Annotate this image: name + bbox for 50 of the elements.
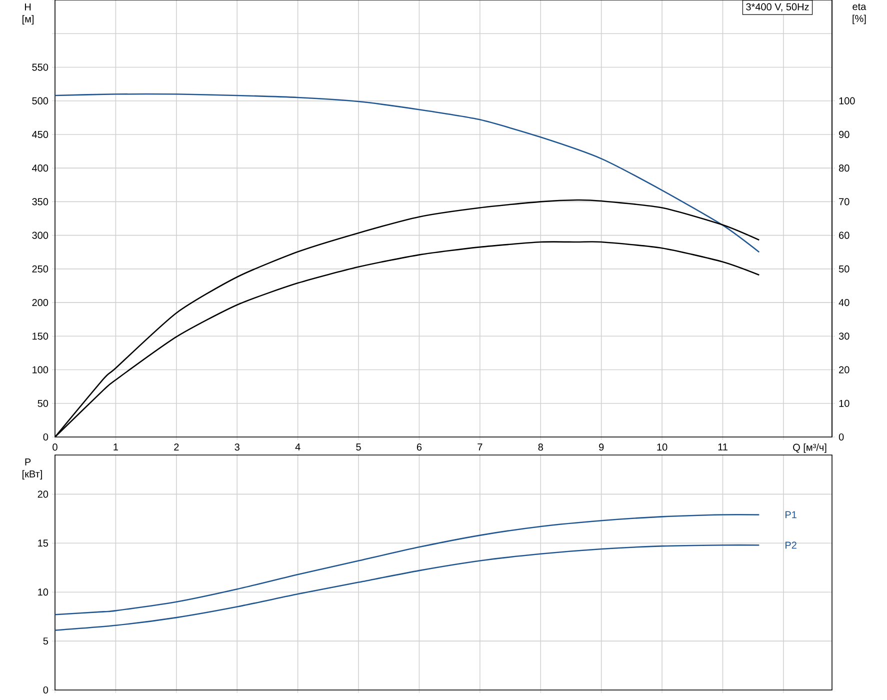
- y2-axis-title: eta [%]: [852, 4, 866, 24]
- x-tick-label: 9: [599, 444, 604, 451]
- y2-tick-label: 100: [839, 97, 855, 104]
- x-tick-label: 6: [416, 444, 422, 451]
- line-series: [55, 514, 760, 616]
- x-tick-label: 10: [657, 444, 668, 451]
- y2-tick-label: 70: [839, 198, 850, 206]
- line-series: [55, 93, 760, 253]
- y-axis-title: H [м]: [22, 4, 34, 24]
- y2-tick-label: 0: [838, 433, 844, 441]
- x-tick-label: 8: [538, 444, 543, 451]
- y-tick-label: 300: [32, 232, 48, 239]
- y2-tick-label: 50: [838, 265, 850, 272]
- line-series: [55, 544, 760, 631]
- y-tick-label: 50: [38, 400, 48, 407]
- y-tick-label: 20: [38, 490, 48, 498]
- y2-tick-label: 90: [839, 130, 850, 138]
- text: P2: [786, 542, 796, 549]
- y-tick-label: 0: [43, 433, 48, 441]
- y-tick-label: 150: [32, 332, 48, 340]
- y-tick-label: 0: [43, 686, 48, 694]
- y2-tick-label: 30: [838, 332, 850, 340]
- y-tick-label: 100: [32, 366, 48, 374]
- x-tick-label: 11: [718, 444, 728, 450]
- y-tick-label: 500: [32, 97, 48, 104]
- y-tick-label: 350: [32, 198, 48, 206]
- x-tick-label: 2: [174, 444, 179, 451]
- y2-tick-label: 60: [839, 232, 850, 239]
- y-tick-label: 450: [32, 130, 48, 138]
- x-tick-label: 4: [295, 444, 300, 450]
- y-tick-label: 400: [32, 164, 48, 172]
- y-tick-label: 5: [43, 638, 48, 645]
- y2-tick-label: 10: [839, 400, 850, 407]
- x-tick-label: 0: [52, 444, 58, 451]
- y-tick-label: 200: [32, 299, 48, 306]
- x-tick-label: 7: [478, 444, 482, 450]
- y2-tick-label: 40: [838, 299, 850, 306]
- y-axis-title: P [кВт]: [22, 458, 42, 480]
- x-axis-title: Q [м³/ч]: [793, 444, 826, 453]
- y-tick-label: 550: [32, 64, 48, 71]
- x-tick-label: 5: [356, 444, 361, 451]
- text: P1: [786, 511, 796, 518]
- y2-tick-label: 80: [838, 164, 850, 172]
- y-tick-label: 10: [38, 588, 48, 596]
- x-tick-label: 3: [234, 444, 240, 451]
- x-tick-label: 1: [114, 444, 118, 450]
- y-tick-label: 250: [32, 265, 48, 272]
- annotation: 3*400 V, 50Hz: [746, 3, 809, 12]
- y-tick-label: 15: [38, 540, 48, 547]
- y2-tick-label: 20: [839, 366, 850, 374]
